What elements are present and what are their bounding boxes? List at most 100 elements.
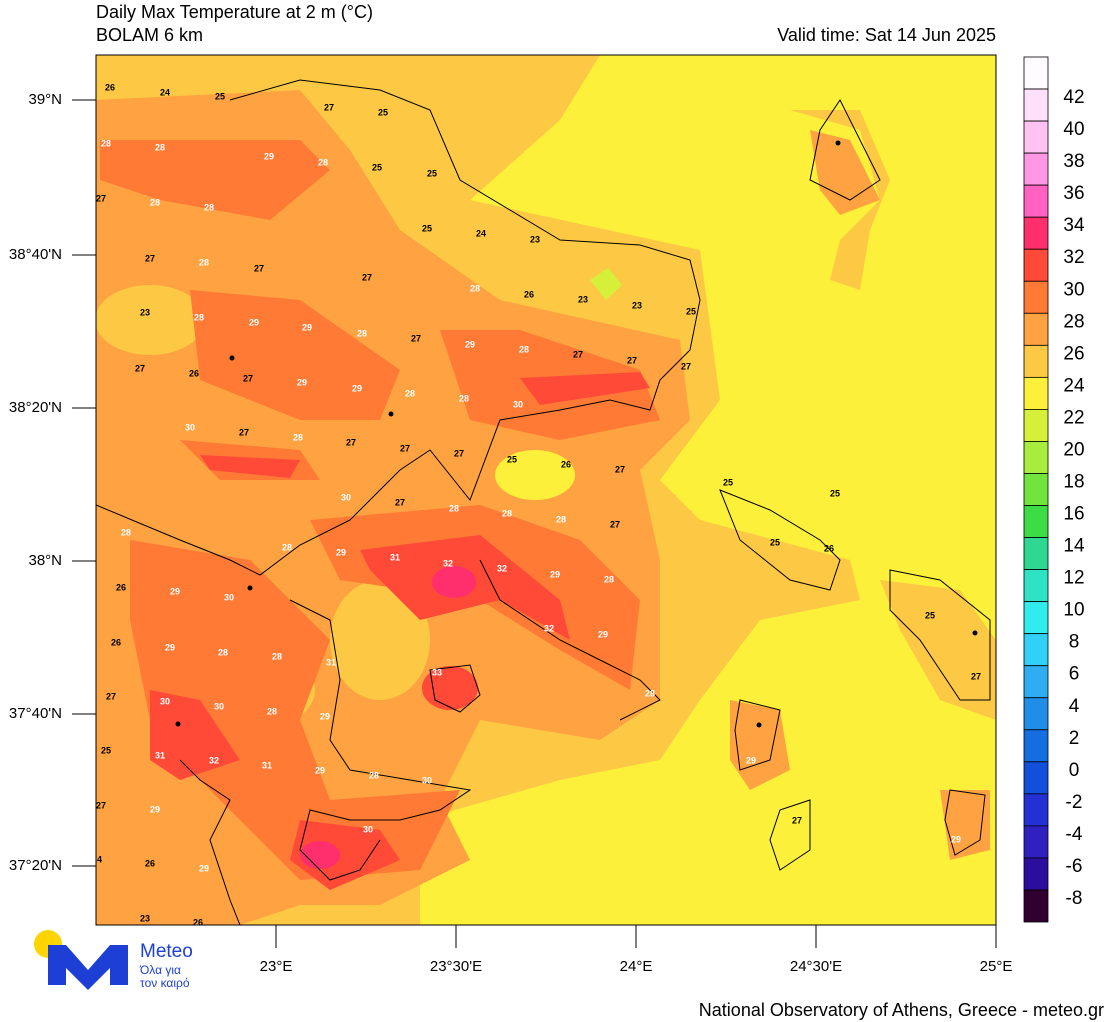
colorbar-label: 0: [1069, 760, 1080, 781]
colorbar-label: 14: [1063, 536, 1085, 557]
contour-label: 30: [224, 592, 234, 602]
band-30-32: [290, 820, 400, 890]
band-24-26-patch: [330, 580, 430, 700]
colorbar-label: -6: [1066, 856, 1083, 877]
colorbar-box: [1023, 889, 1049, 923]
city-dot: [835, 140, 841, 146]
colorbar-label: -8: [1066, 888, 1083, 909]
contour-label: 29: [465, 339, 475, 349]
band-28-30: [130, 540, 460, 880]
colorbar-box: [1023, 56, 1049, 90]
city-dot: [756, 722, 762, 728]
colorbar-box: [1023, 697, 1049, 731]
colorbar-label: 36: [1063, 183, 1084, 204]
contour-label: 25: [925, 610, 935, 620]
colorbar-box: [1023, 601, 1049, 635]
lat-tick-label: 39°N: [28, 91, 62, 108]
contour-label: 28: [101, 138, 111, 148]
colorbar-label: 32: [1063, 247, 1084, 268]
colorbar-label: 30: [1063, 279, 1084, 300]
contour-label: 23: [530, 234, 540, 244]
colorbar-box: [1023, 537, 1049, 570]
contour-label: 30: [422, 775, 432, 785]
contour-label: 30: [160, 696, 170, 706]
colorbar-box: [1023, 505, 1049, 538]
band-30-32: [520, 372, 650, 405]
contour-label: 28: [449, 503, 459, 513]
colorbar-box: [1023, 569, 1049, 603]
contour-label: 23: [140, 913, 150, 923]
contour-label: 26: [193, 917, 203, 927]
coast-aegina: [429, 664, 481, 713]
contour-label: 28: [604, 574, 614, 584]
contour-label: 27: [145, 253, 155, 263]
contour-label: 26: [824, 543, 834, 553]
coast-euboea-south: [719, 489, 841, 591]
band-30-32: [200, 455, 300, 478]
contour-label: 28: [121, 527, 131, 537]
band-26-28-island: [730, 700, 790, 790]
colorbar-label: 28: [1063, 311, 1084, 332]
temperature-field: 26 24 25 27 25 28 28 29 28 25 25 27 28 28 25 24 23 27 28 27…: [96, 55, 996, 927]
coast-attica: [479, 559, 661, 721]
valid-time: Valid time: Sat 14 Jun 2025: [777, 25, 996, 45]
colorbar-box: [1023, 376, 1049, 410]
contour-label: 31: [262, 760, 272, 770]
contour-label: 32: [443, 558, 453, 568]
coast-island: [889, 569, 991, 701]
coast-skyros: [809, 99, 881, 201]
contour-label: 28: [556, 514, 566, 524]
contour-label: 33: [432, 667, 442, 677]
contour-label: 29: [297, 377, 307, 387]
contour-label: 23: [578, 294, 588, 304]
contour-label: 29: [165, 642, 175, 652]
contour-label: 28: [502, 508, 512, 518]
lat-tick-label: 37°40'N: [9, 705, 62, 722]
band-24-26-east: [790, 110, 890, 290]
lon-tick-label: 23°30'E: [430, 958, 482, 975]
colorbar-label: 2: [1069, 728, 1080, 749]
contour-label: 25: [686, 306, 696, 316]
contour-label: 28: [459, 393, 469, 403]
contour-label: 32: [497, 563, 507, 573]
contour-label: 29: [746, 755, 756, 765]
lat-tick-label: 38°40'N: [9, 246, 62, 263]
contour-label: 30: [513, 399, 523, 409]
title: Daily Max Temperature at 2 m (°C): [96, 2, 373, 22]
contour-label: 29: [249, 317, 259, 327]
contour-label: 29: [315, 765, 325, 775]
contour-label: 25: [372, 162, 382, 172]
colorbar-label: 10: [1063, 600, 1084, 621]
contour-label: 27: [615, 464, 625, 474]
contour-label: 32: [544, 623, 554, 633]
city-dot: [175, 721, 181, 727]
contour-label: 28: [645, 688, 655, 698]
colorbar-label: 6: [1069, 664, 1080, 685]
colorbar-box: [1023, 473, 1049, 506]
contour-label: 27: [254, 263, 264, 273]
colorbar-box: [1023, 441, 1049, 474]
axes: 39°N 38°40'N 38°20'N 38°N 37°40'N 37°20'N 23°E…: [9, 91, 1012, 975]
contour-label: 26: [105, 82, 115, 92]
coast-island: [944, 789, 986, 856]
colorbar-label: -4: [1066, 824, 1083, 845]
contour-label: 28: [272, 651, 282, 661]
colorbar-box: [1023, 857, 1049, 891]
colorbar-label: 38: [1063, 151, 1084, 172]
contour-label: 31: [155, 750, 165, 760]
colorbar: 424038363432302826242220181614121086420-…: [1023, 56, 1085, 923]
band-26-28-island: [810, 130, 880, 215]
contour-label: 26: [111, 637, 121, 647]
colorbar-label: -2: [1066, 792, 1083, 813]
contour-label: 28: [155, 142, 165, 152]
colorbar-label: 34: [1063, 215, 1085, 236]
contour-label: 29: [199, 863, 209, 873]
colorbar-label: 26: [1063, 343, 1084, 364]
contour-label: 24: [476, 228, 486, 238]
contour-label: 29: [598, 629, 608, 639]
band-24-26-se: [880, 580, 996, 720]
band-32-34: [432, 566, 476, 598]
contour-label: 28: [199, 257, 209, 267]
lon-tick-label: 23°E: [260, 958, 293, 975]
